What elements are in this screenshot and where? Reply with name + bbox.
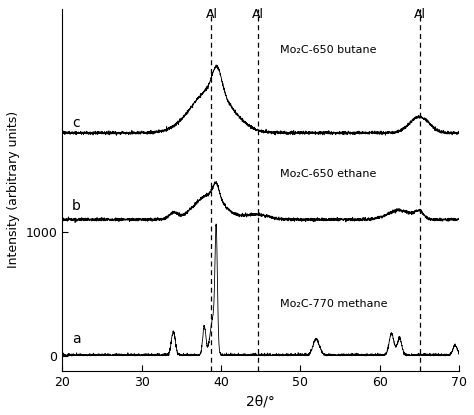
Text: a: a (72, 332, 81, 346)
Text: Mo₂C-650 butane: Mo₂C-650 butane (281, 45, 377, 55)
Text: Al: Al (414, 8, 426, 22)
Text: Al: Al (205, 8, 218, 22)
Text: Mo₂C-650 ethane: Mo₂C-650 ethane (281, 168, 377, 179)
Y-axis label: Intensity (arbitrary units): Intensity (arbitrary units) (7, 111, 20, 269)
Text: Al: Al (252, 8, 264, 22)
Text: b: b (72, 199, 81, 213)
Text: Mo₂C-770 methane: Mo₂C-770 methane (281, 299, 388, 309)
X-axis label: 2θ/°: 2θ/° (246, 394, 275, 408)
Text: c: c (72, 116, 79, 130)
